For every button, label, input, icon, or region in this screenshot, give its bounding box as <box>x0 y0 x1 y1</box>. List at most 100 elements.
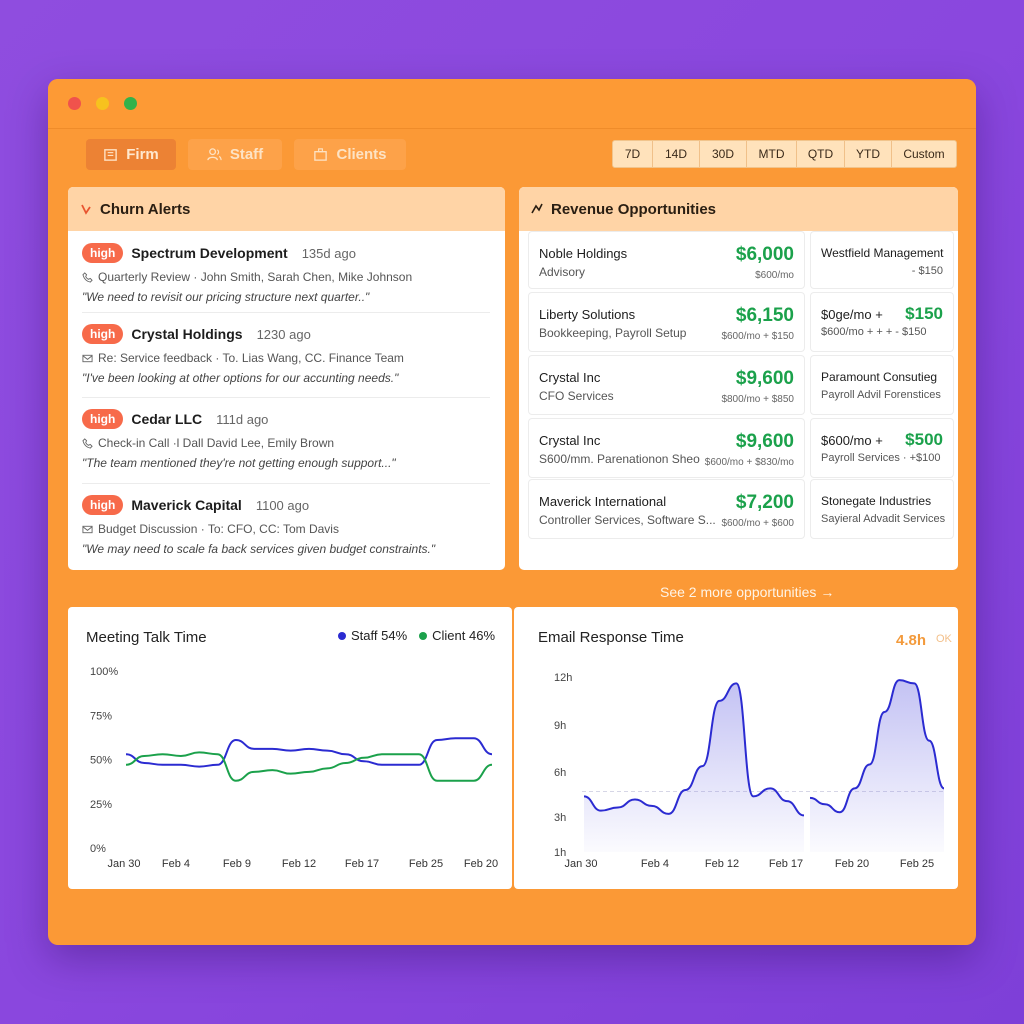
x-tick-label: Feb 9 <box>223 858 251 870</box>
churn-alerts-header: Churn Alerts <box>68 187 505 231</box>
app-window: Firm Staff Clients 7D 14D 30D MTD QTD YT… <box>48 79 976 945</box>
average-response-stat: 4.8h <box>896 632 927 649</box>
priority-badge: high <box>82 409 124 429</box>
priority-badge: high <box>82 495 124 515</box>
response-status-label: OK <box>936 633 952 645</box>
opportunity-item[interactable]: $0ge/mo + $150 $600/mo + + + - $150 <box>810 292 954 352</box>
opportunity-client: Noble Holdings <box>539 246 628 261</box>
alert-quote: "We need to revisit our pricing structur… <box>82 290 370 304</box>
client-name: Spectrum Development <box>131 245 288 261</box>
x-tick-label: Jan 30 <box>564 858 597 870</box>
y-tick-label: 9h <box>554 720 566 732</box>
x-tick-label: Feb 17 <box>769 858 803 870</box>
opportunity-item[interactable]: $600/mo + $500 Payroll Services · +$100 <box>810 418 954 478</box>
opportunity-client: $600/mo + <box>821 433 883 448</box>
churn-alert-item[interactable]: high Crystal Holdings 1230 ago Re: Servi… <box>82 324 490 385</box>
range-custom[interactable]: Custom <box>903 147 945 161</box>
email-response-time-card: Email Response Time 4.8h OK 12h 9h 6h 3h 1h J… <box>514 607 958 889</box>
title-bar <box>48 79 976 129</box>
opportunity-item[interactable]: Liberty Solutions Bookkeeping, Payroll S… <box>528 292 805 352</box>
opportunity-item[interactable]: Westfield Management - $150 <box>810 231 954 289</box>
opportunity-client: Stonegate Industries <box>821 494 932 508</box>
alert-meta: Check-in Call ·l Dall David Lee, Emily B… <box>98 436 335 450</box>
tab-firm[interactable]: Firm <box>86 139 176 170</box>
opportunity-detail: $600/mo + $830/mo <box>704 457 794 468</box>
opportunity-services: CFO Services <box>539 389 614 403</box>
opportunity-client: Paramount Consutieg <box>821 370 938 384</box>
opportunity-item[interactable]: Noble Holdings Advisory $6,000 $600/mo <box>528 231 805 289</box>
opportunity-client: Westfield Management <box>821 246 944 260</box>
trend-down-icon <box>81 204 91 215</box>
y-tick-label: 6h <box>554 767 566 779</box>
opportunity-services: Payroll Advil Forenstices <box>821 389 941 401</box>
opportunity-amount: $500 <box>905 430 943 449</box>
range-30d[interactable]: 30D <box>700 141 747 167</box>
tab-clients[interactable]: Clients <box>294 139 406 170</box>
briefcase-icon <box>314 148 328 161</box>
range-ytd[interactable]: YTD <box>845 141 892 167</box>
phone-icon <box>82 437 93 449</box>
opportunity-amount: $9,600 <box>735 368 794 389</box>
email-response-time-title: Email Response Time <box>538 629 684 646</box>
client-name: Maverick Capital <box>131 497 242 513</box>
tab-staff[interactable]: Staff <box>188 139 282 170</box>
y-tick-label: 3h <box>554 812 566 824</box>
users-icon <box>207 148 222 161</box>
churn-alert-item[interactable]: high Maverick Capital 1100 ago Budget Di… <box>82 495 490 556</box>
mail-icon <box>82 525 93 533</box>
y-tick-label: 100% <box>90 666 118 678</box>
range-qtd[interactable]: QTD <box>797 141 845 167</box>
opportunity-services: $600/mo + + + - $150 <box>821 326 927 338</box>
series-line <box>583 682 805 817</box>
opportunity-item[interactable]: Stonegate Industries Sayieral Advadit Se… <box>810 479 954 539</box>
opportunity-item[interactable]: Crystal Inc S600/mm. Parenationon Sheo $… <box>528 418 805 478</box>
series-line <box>125 751 493 782</box>
series-area <box>584 683 804 852</box>
opportunity-amount: $150 <box>905 304 943 323</box>
legend-item-staff: Staff 54% <box>338 628 407 643</box>
building-icon <box>104 149 118 161</box>
trend-up-icon <box>531 203 543 214</box>
x-tick-label: Feb 20 <box>464 858 498 870</box>
legend-item-client: Client 46% <box>419 628 495 643</box>
x-tick-label: Feb 25 <box>900 858 934 870</box>
opportunity-client: Crystal Inc <box>539 433 601 448</box>
opportunity-item[interactable]: Paramount Consutieg Payroll Advil Forens… <box>810 355 954 415</box>
range-7d[interactable]: 7D <box>613 141 653 167</box>
opportunity-detail: $600/mo <box>755 270 794 281</box>
range-14d[interactable]: 14D <box>653 141 700 167</box>
opportunity-client: Crystal Inc <box>539 370 601 385</box>
series-area <box>810 680 944 852</box>
phone-icon <box>82 271 93 283</box>
x-tick-label: Feb 12 <box>705 858 739 870</box>
opportunity-client: Liberty Solutions <box>539 307 636 322</box>
priority-badge: high <box>82 324 124 344</box>
see-more-opportunities-link[interactable]: See 2 more opportunities → <box>660 584 835 600</box>
churn-alert-item[interactable]: high Cedar LLC 111d ago Check-in Call ·l… <box>82 409 490 470</box>
churn-alert-item[interactable]: high Spectrum Development 135d ago Quart… <box>82 243 490 304</box>
x-tick-label: Feb 25 <box>409 858 443 870</box>
alert-age: 135d ago <box>301 245 356 261</box>
x-tick-label: Feb 4 <box>162 858 190 870</box>
range-mtd[interactable]: MTD <box>747 141 797 167</box>
opportunity-item[interactable]: Maverick International Controller Servic… <box>528 479 805 539</box>
minimize-window-button[interactable] <box>96 97 109 110</box>
tab-clients-label: Clients <box>336 146 387 163</box>
opportunity-services: Advisory <box>539 265 586 279</box>
y-tick-label: 25% <box>90 799 112 811</box>
y-tick-label: 1h <box>554 847 566 859</box>
tab-firm-label: Firm <box>126 146 159 163</box>
x-tick-label: Feb 4 <box>641 858 669 870</box>
close-window-button[interactable] <box>68 97 81 110</box>
churn-alerts-title: Churn Alerts <box>100 200 191 218</box>
y-tick-label: 50% <box>90 755 112 767</box>
divider <box>82 312 490 313</box>
opportunity-amount: $7,200 <box>735 492 794 513</box>
y-tick-label: 12h <box>554 672 572 684</box>
y-tick-label: 75% <box>90 710 112 722</box>
maximize-window-button[interactable] <box>124 97 137 110</box>
opportunity-detail: $800/mo + $850 <box>721 394 794 405</box>
alert-age: 111d ago <box>216 411 269 427</box>
opportunity-item[interactable]: Crystal Inc CFO Services $9,600 $800/mo … <box>528 355 805 415</box>
opportunity-client: Maverick International <box>539 494 667 509</box>
